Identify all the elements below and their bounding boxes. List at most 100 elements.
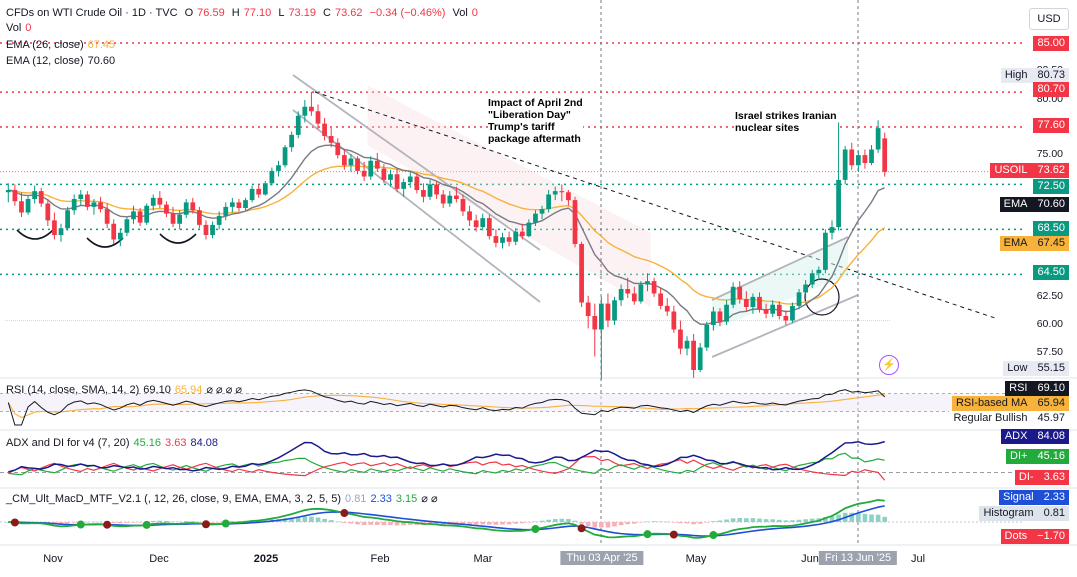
candle-body — [91, 202, 97, 207]
liberation-day-annotation[interactable]: Impact of April 2nd "Liberation Day" Tru… — [488, 97, 583, 145]
candle-body — [309, 106, 314, 112]
macd-histogram-bar — [645, 521, 650, 523]
macd-histogram-bar — [375, 522, 380, 525]
candle-body — [25, 199, 31, 213]
di-plus-value-label[interactable]: DI+ 45.16 — [1006, 449, 1069, 464]
macd-histogram-bar — [750, 518, 756, 522]
candle-body — [566, 192, 571, 201]
macd-histogram-bar — [467, 522, 472, 525]
candle-body — [625, 289, 631, 294]
macd-histogram-bar — [500, 522, 505, 525]
candle-body — [724, 304, 729, 322]
candle-body — [618, 289, 624, 301]
cup-pattern-arc — [159, 233, 197, 244]
level-80-70-label[interactable]: 80.70 — [1033, 82, 1069, 97]
macd-histogram-bar — [829, 516, 835, 522]
macd-cross-dot — [103, 520, 112, 529]
level-77-60-label[interactable]: 77.60 — [1033, 118, 1069, 133]
macd-histogram-bar — [322, 518, 327, 522]
candle-body — [454, 195, 459, 199]
candle-body — [295, 115, 301, 135]
macd-histogram-label[interactable]: Histogram 0.81 — [979, 506, 1069, 521]
macd-signal-label[interactable]: Signal 2.33 — [999, 490, 1069, 505]
candle-body — [737, 286, 743, 300]
candle-body — [493, 236, 499, 243]
candle-body — [770, 304, 776, 314]
candle-body — [84, 194, 90, 207]
high-label[interactable]: High 80.73 — [1000, 68, 1069, 83]
ema26-legend[interactable]: EMA (26, close) 67.45 — [6, 39, 116, 51]
macd-histogram-bar — [744, 518, 749, 522]
macd-histogram-bar — [513, 522, 518, 524]
candle-body — [612, 300, 617, 321]
ema12-line — [8, 144, 885, 325]
macd-dots-label[interactable]: Dots −1.70 — [1000, 529, 1069, 544]
rsi-ma-value-label[interactable]: RSI-based MA 65.94 — [951, 396, 1069, 411]
israel-strikes-annotation[interactable]: Israel strikes Iranian nuclear sites — [735, 110, 837, 134]
macd-histogram-bar — [823, 517, 828, 522]
macd-histogram-bar — [697, 522, 703, 524]
candle-body — [572, 200, 578, 244]
adx-legend[interactable]: ADX and DI for v4 (7, 20) 45.16 3.63 84.08 — [6, 437, 218, 449]
candle-body — [65, 210, 70, 229]
macd-histogram-bar — [309, 516, 314, 522]
macd-histogram-bar — [519, 522, 525, 524]
macd-histogram-bar — [170, 521, 176, 523]
macd-histogram-bar — [737, 518, 743, 522]
candle-body — [269, 170, 275, 184]
macd-histogram-bar — [849, 512, 855, 522]
candle-body — [790, 305, 795, 321]
candle-body — [664, 305, 670, 312]
level-68-50-label[interactable]: 68.50 — [1033, 221, 1069, 236]
rsi-legend[interactable]: RSI (14, close, SMA, 14, 2) 69.10 65.94 ⌀ ⌀… — [6, 384, 243, 396]
candle-body — [302, 106, 308, 116]
macd-histogram-bar — [124, 522, 130, 523]
adx-value-label[interactable]: ADX 84.08 — [1000, 429, 1069, 444]
candle-body — [552, 191, 558, 195]
candle-body — [368, 160, 374, 177]
candle-body — [183, 202, 189, 215]
candle-body — [592, 316, 598, 330]
regular-bullish-label[interactable]: Regular Bullish 45.97 — [949, 411, 1069, 426]
candle-body — [348, 158, 354, 166]
ema12-legend[interactable]: EMA (12, close) 70.60 — [6, 55, 116, 67]
macd-histogram-bar — [763, 519, 769, 522]
level-72-50-label[interactable]: 72.50 — [1033, 179, 1069, 194]
candle-body — [480, 218, 486, 228]
macd-histogram-bar — [526, 522, 532, 523]
macd-histogram-bar — [783, 520, 789, 522]
volume-legend[interactable]: Vol 0 — [6, 22, 32, 34]
candle-body — [467, 211, 472, 221]
candle-body — [638, 284, 644, 302]
candle-body — [882, 138, 888, 172]
descending-channel-top — [292, 74, 541, 251]
candle-body — [757, 296, 762, 310]
level-85-label[interactable]: 85.00 — [1033, 36, 1069, 51]
macd-histogram-bar — [394, 522, 400, 526]
lightning-icon[interactable]: ⚡ — [879, 355, 899, 375]
low-label[interactable]: Low 55.15 — [1003, 361, 1069, 376]
candle-body — [440, 194, 446, 204]
macd-cross-dot — [643, 530, 652, 539]
candle-body — [803, 284, 809, 293]
macd-histogram-bar — [460, 522, 466, 525]
ema12-price-label[interactable]: EMA 70.60 — [999, 197, 1069, 212]
symbol-price-label[interactable]: USOIL 73.62 — [990, 163, 1069, 178]
macd-histogram-bar — [328, 520, 334, 522]
chart-header: CFDs on WTI Crude Oil · 1D · TVC O 76.59 … — [6, 6, 482, 20]
macd-histogram-bar — [315, 517, 321, 522]
macd-cross-dot — [669, 530, 678, 539]
candle-body — [157, 197, 163, 205]
level-64-50-label[interactable]: 64.50 — [1033, 265, 1069, 280]
rsi-value-label[interactable]: RSI 69.10 — [1005, 381, 1069, 396]
macd-histogram-bar — [355, 522, 360, 525]
currency-button[interactable]: USD — [1029, 8, 1069, 30]
di-minus-value-label[interactable]: DI- 3.63 — [1014, 470, 1069, 485]
ema26-price-label[interactable]: EMA 67.45 — [999, 236, 1069, 251]
candle-body — [190, 202, 196, 211]
macd-histogram-bar — [559, 518, 565, 522]
candle-body — [104, 209, 110, 224]
macd-legend[interactable]: _CM_Ult_MacD_MTF_V2.1 (, 12, 26, close, … — [6, 493, 438, 505]
candle-body — [849, 149, 855, 166]
